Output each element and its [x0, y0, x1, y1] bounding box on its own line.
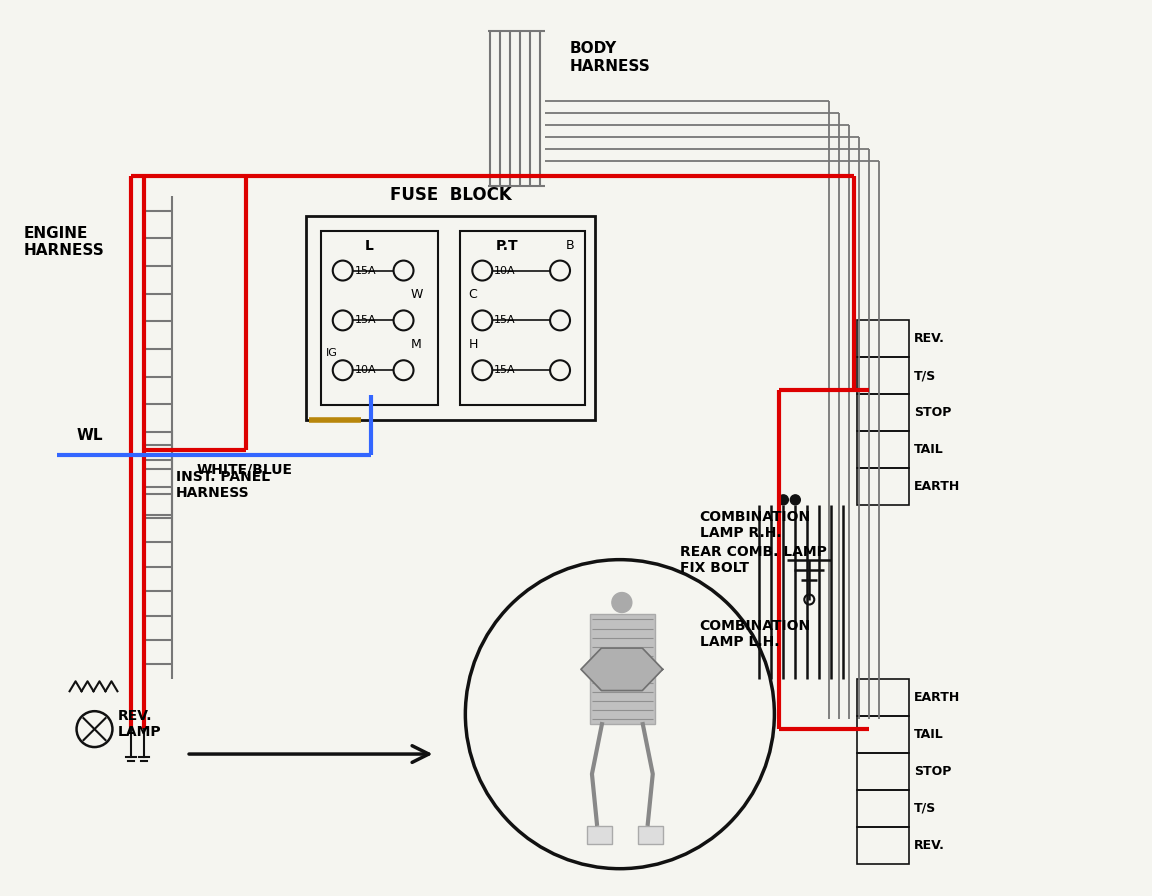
Text: WHITE/BLUE: WHITE/BLUE: [196, 463, 293, 477]
Bar: [857, 468, 909, 504]
Text: REV.: REV.: [914, 332, 945, 345]
Text: B: B: [566, 238, 575, 252]
Text: INST. PANEL
HARNESS: INST. PANEL HARNESS: [176, 470, 271, 500]
Circle shape: [612, 592, 631, 613]
Text: W: W: [410, 289, 423, 301]
Text: REV.
LAMP: REV. LAMP: [118, 709, 161, 739]
Bar: [857, 679, 909, 716]
Text: C: C: [469, 289, 477, 301]
Text: FUSE  BLOCK: FUSE BLOCK: [389, 185, 511, 203]
Text: IG: IG: [326, 349, 338, 358]
Bar: [320, 230, 439, 405]
Text: 10A: 10A: [355, 366, 377, 375]
Text: 15A: 15A: [494, 366, 516, 375]
Text: STOP: STOP: [914, 765, 952, 778]
Text: ENGINE
HARNESS: ENGINE HARNESS: [24, 226, 105, 258]
Bar: [857, 716, 909, 753]
Bar: [305, 216, 594, 420]
Text: EARTH: EARTH: [914, 480, 961, 493]
Text: BODY
HARNESS: BODY HARNESS: [570, 41, 651, 73]
Bar: [588, 826, 612, 844]
Text: TAIL: TAIL: [914, 443, 943, 456]
Text: 15A: 15A: [494, 315, 516, 325]
Text: T/S: T/S: [914, 369, 937, 383]
Text: P.T: P.T: [495, 238, 518, 253]
Text: M: M: [411, 339, 422, 351]
Bar: [461, 230, 585, 405]
Text: COMBINATION
LAMP L.H.: COMBINATION LAMP L.H.: [699, 619, 811, 650]
Text: 10A: 10A: [494, 265, 516, 276]
Polygon shape: [581, 648, 662, 691]
Text: T/S: T/S: [914, 802, 937, 814]
Text: WL: WL: [76, 428, 103, 443]
Text: COMBINATION
LAMP R.H.: COMBINATION LAMP R.H.: [699, 510, 811, 540]
Bar: [857, 790, 909, 827]
Text: 15A: 15A: [355, 315, 377, 325]
Text: REAR COMB. LAMP
FIX BOLT: REAR COMB. LAMP FIX BOLT: [680, 545, 826, 575]
Text: REV.: REV.: [914, 839, 945, 852]
Bar: [638, 826, 662, 844]
Text: TAIL: TAIL: [914, 728, 943, 741]
Circle shape: [790, 495, 801, 504]
Bar: [857, 394, 909, 431]
Bar: [857, 431, 909, 468]
Text: EARTH: EARTH: [914, 691, 961, 704]
Bar: [590, 615, 654, 724]
Bar: [857, 753, 909, 790]
Text: 15A: 15A: [355, 265, 377, 276]
Bar: [857, 827, 909, 864]
Text: H: H: [469, 339, 478, 351]
Bar: [857, 321, 909, 358]
Bar: [857, 358, 909, 394]
Circle shape: [779, 495, 788, 504]
Text: L: L: [365, 238, 374, 253]
Text: STOP: STOP: [914, 406, 952, 419]
